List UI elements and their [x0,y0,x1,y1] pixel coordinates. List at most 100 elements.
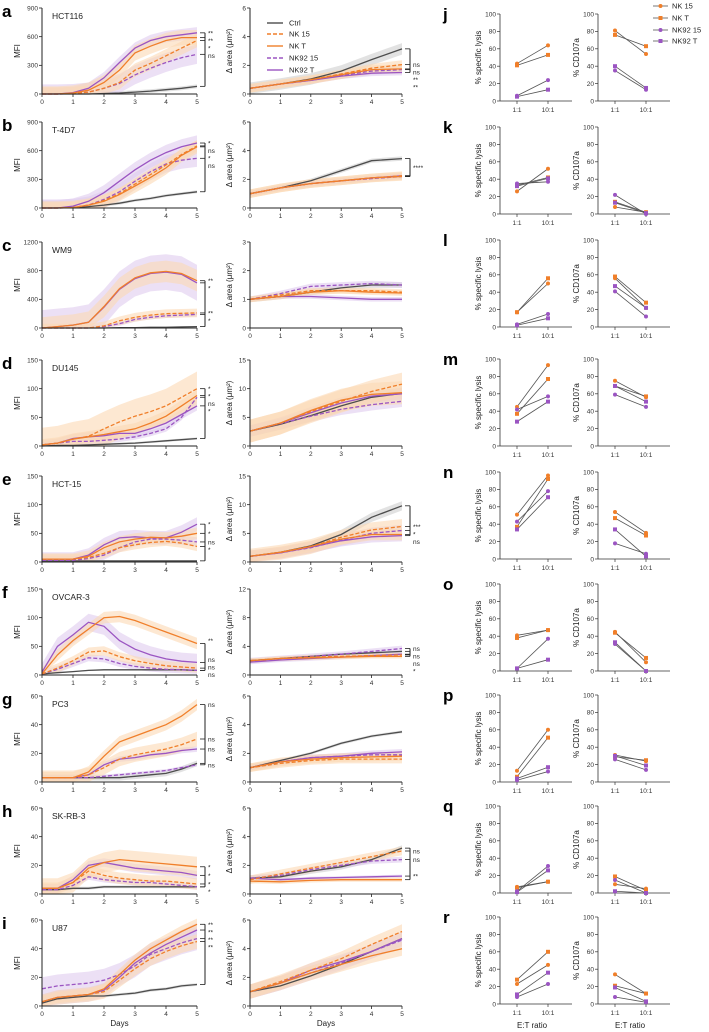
x-tick-label: 5 [195,1011,199,1018]
cd107a-point-nk92t [644,999,648,1004]
significance-label: * [208,318,211,325]
cd107a-point-nkt [613,32,617,37]
cd107a-line-nkt [614,876,647,891]
y-tick-label: 4 [242,148,246,155]
lysis-chart-k: 0 20 40 60 80 100 1:1 10:1 % specific lysis [474,124,572,227]
y-tick-label: 100 [583,914,594,921]
y-tick-label: 60 [587,727,595,734]
y-tick-label: 6 [242,693,246,700]
x-category-label: 1:1 [610,565,619,572]
y-tick-label: 0 [590,1001,594,1008]
cd107a-line-nk92t [614,987,647,1002]
area-line-nkt [249,175,403,195]
row-j: j 0 20 40 60 80 100 1:1 10:1 % specific lysis 0 20 4… [442,5,670,114]
lysis-point-nk15 [546,281,550,286]
x-tick-label: 4 [164,213,168,220]
cd107a-line-nk92-15 [614,759,647,771]
y-axis-title: MFI [13,844,22,858]
y-tick-label: 20 [587,539,595,546]
significance-label: * [208,889,211,896]
x-tick-label: 2 [309,1011,313,1018]
lysis-line-nkt [516,629,549,639]
mfi-band-nk15 [42,646,197,675]
lysis-chart-o: 0 20 40 60 80 100 1:1 10:1 % specific lysis [474,581,572,684]
x-tick-label: 4 [164,567,168,574]
panel-letter: o [443,575,453,594]
lysis-point-nk92t [515,323,519,328]
x-category-label: 1:1 [512,333,521,340]
y-tick-label: 150 [27,357,38,364]
mfi-line-nkt [42,704,198,779]
x-tick-label: 1 [71,333,75,340]
x-tick-label: 3 [133,787,137,794]
lysis-line-nkt [516,951,549,980]
y-tick-label: 4 [242,834,246,841]
lysis-point-nk92t [546,970,550,975]
significance-label: * [413,532,416,539]
cd107a-chart-q: 0 20 40 60 80 100 1:1 10:1 % CD107a [572,803,670,906]
x-axis-title: Days [110,1019,128,1028]
y-tick-label: 2 [242,863,246,870]
x-category-label: 10:1 [640,677,653,684]
x-tick-label: 1 [279,787,283,794]
panel-letter: l [443,231,448,250]
x-tick-label: 4 [164,1011,168,1018]
y-tick-label: 60 [489,727,497,734]
y-tick-label: 80 [489,29,497,36]
y-tick-label: 80 [587,487,595,494]
significance-label: ns [208,702,216,709]
lysis-line-nk92t [516,89,549,98]
y-tick-label: 20 [489,873,497,880]
lysis-legend: NK 15 NK T NK92 15 NK92 T [653,2,701,46]
y-axis-title: Δ area (μm²) [225,496,234,541]
cd107a-point-nk92-15 [613,68,617,73]
lysis-line-nk92t [516,766,549,779]
y-tick-label: 0 [492,211,496,218]
cd107a-chart-j: 0 20 40 60 80 100 1:1 10:1 % CD107a [572,11,670,114]
row-l: l 0 20 40 60 80 100 1:1 10:1 % specific lysis 0 20 4… [443,231,670,340]
lysis-point-nkt [546,735,550,740]
y-tick-label: 4 [242,34,246,41]
x-tick-label: 0 [248,1011,252,1018]
y-tick-label: 0 [242,891,246,898]
lysis-line-nk15 [516,364,549,408]
y-tick-label: 80 [587,710,595,717]
y-tick-label: 40 [587,856,595,863]
x-tick-label: 5 [400,787,404,794]
lysis-line-nk15 [516,964,549,985]
lysis-point-nk92t [546,765,550,770]
y-tick-label: 100 [27,386,38,393]
area-line-nkt [249,755,403,769]
x-tick-label: 0 [248,333,252,340]
y-tick-label: 150 [27,586,38,593]
mfi-band-nk15 [42,934,197,1006]
lysis-point-nk15 [515,768,519,773]
x-category-label: 10:1 [542,333,555,340]
area-line-ctrl [249,847,403,879]
lysis-line-nkt [516,881,549,889]
lysis-point-nk15 [515,512,519,517]
y-tick-label: 100 [583,237,594,244]
row-q: q 0 20 40 60 80 100 1:1 10:1 % specific lysis 0 20 4… [443,797,670,906]
y-tick-label: 20 [587,873,595,880]
cd107a-point-nkt [613,274,617,279]
x-tick-label: 4 [164,99,168,106]
x-tick-label: 5 [400,451,404,458]
significance-label: ns [208,163,216,170]
cd107a-point-nk92t [644,763,648,768]
y-tick-label: 60 [489,159,497,166]
cell-line-label: U87 [52,923,68,933]
cd107a-point-nkt [644,888,648,893]
significance-label: * [208,156,211,163]
y-tick-label: 80 [587,599,595,606]
y-tick-label: 0 [34,672,38,679]
y-tick-label: 6 [242,5,246,12]
panel-letter: h [2,802,12,821]
row-n: n 0 20 40 60 80 100 1:1 10:1 % specific lysis 0 20 4… [443,463,670,572]
x-tick-label: 0 [40,99,44,106]
cd107a-point-nk92t [644,85,648,90]
y-tick-label: 80 [489,374,497,381]
